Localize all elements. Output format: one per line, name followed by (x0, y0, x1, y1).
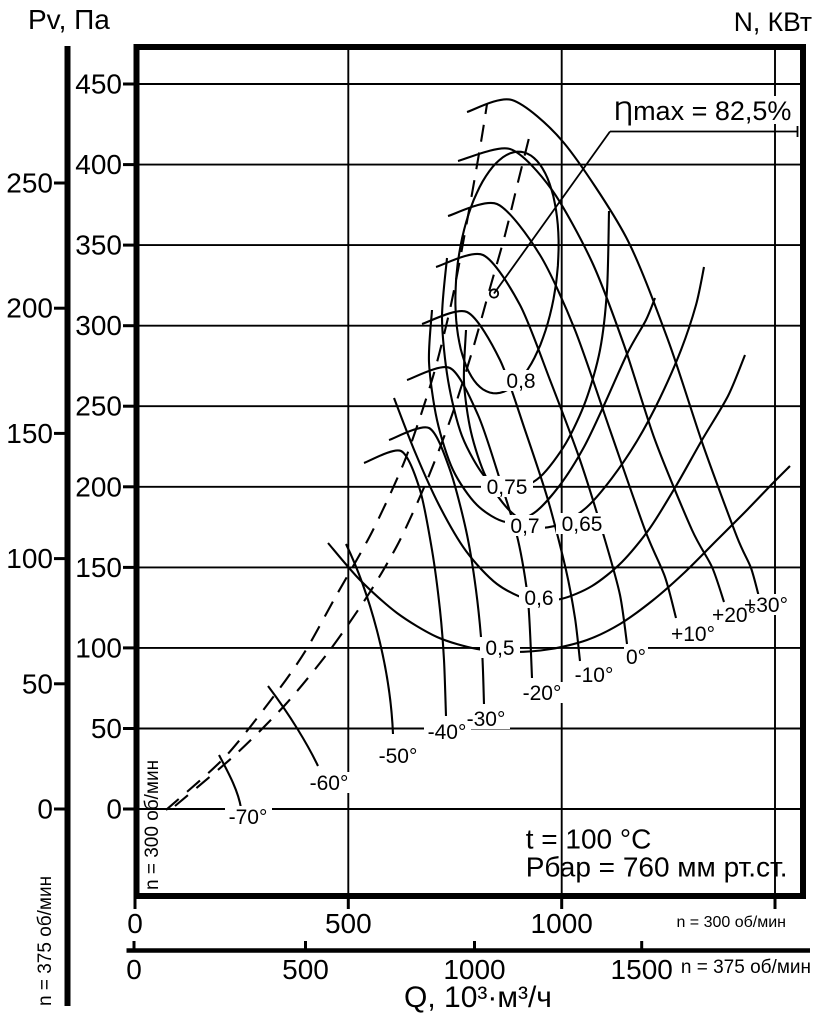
svg-text:0: 0 (126, 954, 142, 985)
svg-text:450: 450 (75, 69, 122, 100)
svg-text:-70°: -70° (229, 806, 268, 829)
svg-text:n = 375 об/мин: n = 375 об/мин (35, 876, 56, 1006)
svg-text:0,75: 0,75 (487, 476, 528, 499)
svg-text:-60°: -60° (310, 772, 349, 795)
svg-text:-50°: -50° (379, 745, 418, 768)
svg-text:0,8: 0,8 (506, 370, 535, 393)
svg-text:n = 375 об/мин: n = 375 об/мин (681, 957, 811, 978)
svg-text:0: 0 (127, 908, 143, 939)
svg-text:0: 0 (106, 794, 122, 825)
svg-text:100: 100 (75, 632, 122, 663)
svg-text:n = 300 об/мин: n = 300 об/мин (142, 760, 163, 890)
svg-text:n = 300 об/мин: n = 300 об/мин (676, 914, 786, 931)
svg-text:350: 350 (75, 230, 122, 261)
svg-text:-10°: -10° (575, 664, 614, 687)
svg-text:Pv, Па: Pv, Па (28, 4, 110, 35)
svg-text:100: 100 (6, 543, 53, 574)
svg-text:1500: 1500 (611, 954, 673, 985)
svg-text:+30°: +30° (744, 594, 788, 617)
svg-text:1000: 1000 (531, 908, 593, 939)
svg-text:50: 50 (22, 668, 53, 699)
svg-text:N, КВт: N, КВт (734, 7, 812, 37)
svg-text:Q, 10³·м³/ч: Q, 10³·м³/ч (404, 981, 552, 1014)
svg-text:0,5: 0,5 (485, 637, 514, 660)
svg-text:Рбар = 760 мм рт.ст.: Рбар = 760 мм рт.ст. (526, 852, 788, 883)
svg-text:Ƞmax = 82,5%: Ƞmax = 82,5% (614, 96, 791, 126)
svg-text:0,6: 0,6 (524, 587, 553, 610)
svg-text:0,65: 0,65 (562, 513, 603, 536)
svg-text:-30°: -30° (467, 708, 506, 731)
svg-text:+10°: +10° (671, 623, 715, 646)
svg-text:0°: 0° (626, 646, 646, 669)
svg-text:400: 400 (75, 149, 122, 180)
svg-text:200: 200 (6, 293, 53, 324)
svg-text:500: 500 (282, 954, 329, 985)
svg-text:150: 150 (6, 418, 53, 449)
svg-text:150: 150 (75, 552, 122, 583)
svg-text:300: 300 (75, 310, 122, 341)
svg-text:0: 0 (37, 794, 53, 825)
svg-text:t = 100 °C: t = 100 °C (526, 824, 652, 855)
svg-text:500: 500 (325, 908, 372, 939)
svg-text:250: 250 (75, 391, 122, 422)
svg-text:0,7: 0,7 (510, 515, 539, 538)
svg-text:+20°: +20° (712, 604, 756, 627)
svg-text:-40°: -40° (428, 721, 467, 744)
svg-text:50: 50 (91, 713, 122, 744)
svg-text:200: 200 (75, 471, 122, 502)
svg-text:1000: 1000 (443, 954, 505, 985)
svg-text:-20°: -20° (523, 682, 562, 705)
svg-text:250: 250 (6, 168, 53, 199)
